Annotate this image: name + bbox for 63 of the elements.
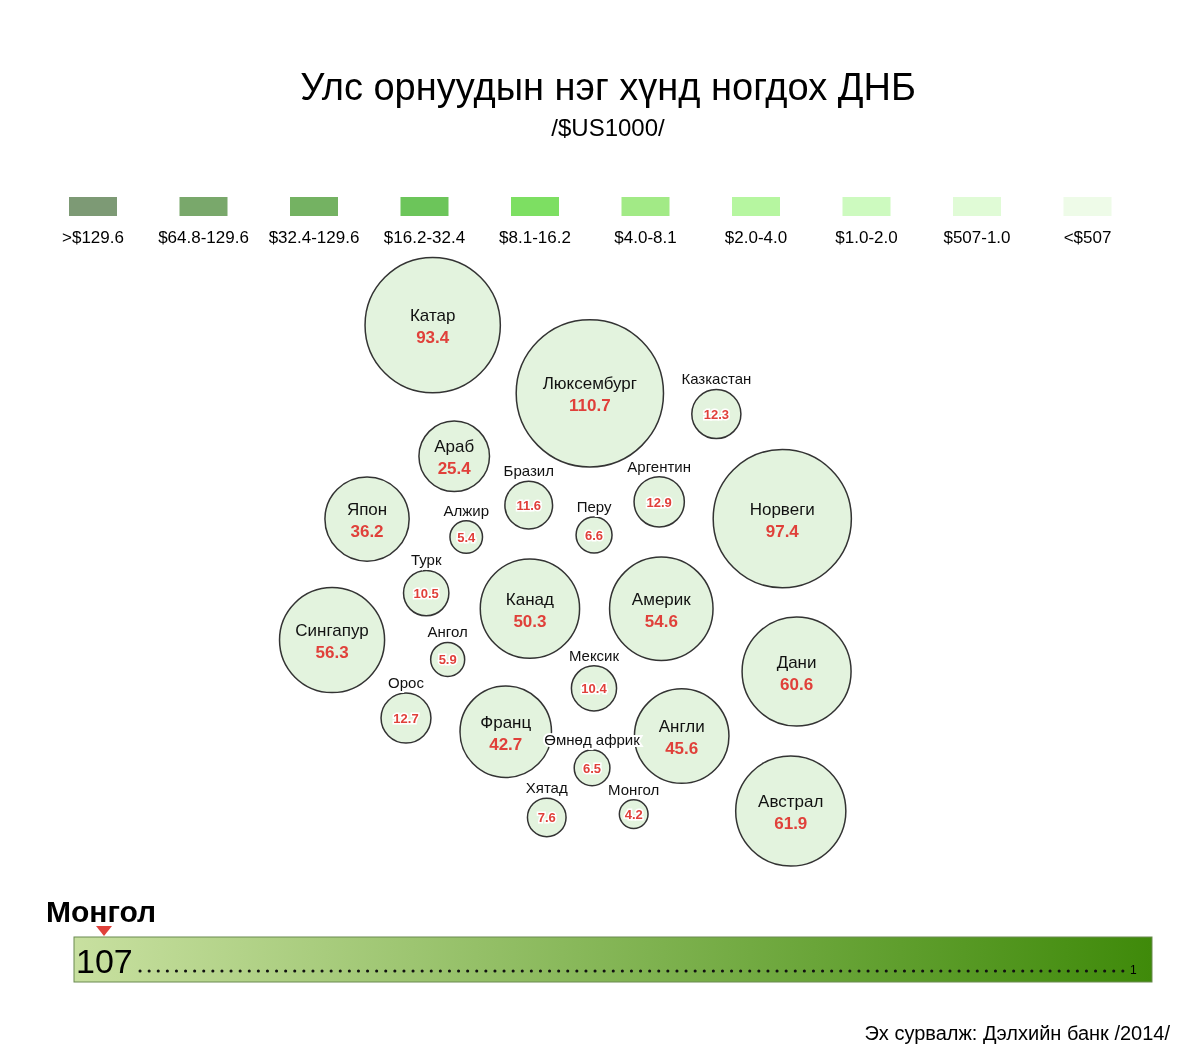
category-label: Мексик [568, 646, 620, 664]
data-label: 11.6 [516, 498, 542, 514]
category-label: Англи [658, 717, 705, 737]
text: 1 [1130, 963, 1137, 977]
text: $32.4-129.6 [268, 228, 360, 247]
text: <$507 [1063, 228, 1112, 247]
category-label: Бразил [503, 462, 554, 480]
data-label: 45.6 [665, 739, 699, 759]
text: 107 [76, 942, 133, 980]
text: $64.8-129.6 [158, 228, 249, 247]
data-label: 54.6 [644, 611, 678, 631]
category-label: Аргентин [627, 457, 692, 475]
category-label: Франц [480, 712, 532, 732]
data-label: 97.4 [765, 521, 800, 541]
category-label: Сингапур [295, 621, 369, 641]
data-label: 12.9 [646, 494, 672, 510]
data-label: 56.3 [315, 643, 349, 663]
text: $507-1.0 [943, 228, 1011, 247]
data-label: 5.9 [438, 652, 457, 668]
data-label: 110.7 [569, 396, 611, 416]
category-label: Дани [776, 652, 817, 672]
data-label: 93.4 [416, 328, 450, 348]
category-label: Хятад [525, 779, 568, 797]
data-label: 7.6 [537, 810, 556, 826]
text: $2.0-4.0 [724, 228, 788, 247]
category-label: Люксембург [542, 374, 638, 394]
data-label: 42.7 [489, 734, 523, 754]
data-label: 10.4 [581, 681, 608, 697]
data-label: 12.7 [393, 711, 419, 727]
category-label: Монгол [608, 780, 660, 798]
category-label: Алжир [443, 501, 489, 519]
text: >$129.6 [62, 228, 124, 247]
category-label: Перу [576, 498, 612, 516]
data-label: 6.6 [585, 528, 604, 544]
text: Эх сурвалж: Дэлхийн банк /2014/ [864, 1022, 1171, 1044]
category-label: Норвеги [749, 499, 815, 519]
category-label: Австрал [758, 791, 824, 811]
category-label: Катар [409, 306, 456, 326]
data-label: 12.3 [703, 407, 730, 423]
text: /$US1000/ [551, 114, 666, 141]
data-label: 6.5 [583, 760, 602, 776]
data-label: 36.2 [350, 522, 384, 542]
text: $4.0-8.1 [614, 228, 677, 247]
data-label: 10.5 [413, 586, 439, 602]
category-label: Орос [388, 674, 425, 692]
text: $1.0-2.0 [835, 228, 898, 247]
category-label: Ангол [427, 623, 468, 641]
category-label: Япон [346, 500, 388, 520]
text: $8.1-16.2 [499, 228, 571, 247]
category-label: Казкастан [681, 370, 752, 388]
category-label: Араб [434, 437, 475, 457]
data-label: 5.4 [457, 529, 477, 545]
category-label: Канад [505, 589, 555, 609]
data-label: 61.9 [774, 813, 808, 833]
data-label: 60.6 [780, 674, 814, 694]
category-label: Америк [631, 589, 692, 609]
text: Монгол [46, 895, 157, 928]
data-label: 50.3 [513, 611, 547, 631]
category-label: Турк [410, 551, 442, 569]
text: Улс орнуудын нэг хүнд ногдох ДНБ [300, 66, 916, 108]
text: $16.2-32.4 [383, 228, 466, 247]
data-label: 4.2 [624, 807, 643, 823]
data-label: 25.4 [437, 459, 472, 479]
